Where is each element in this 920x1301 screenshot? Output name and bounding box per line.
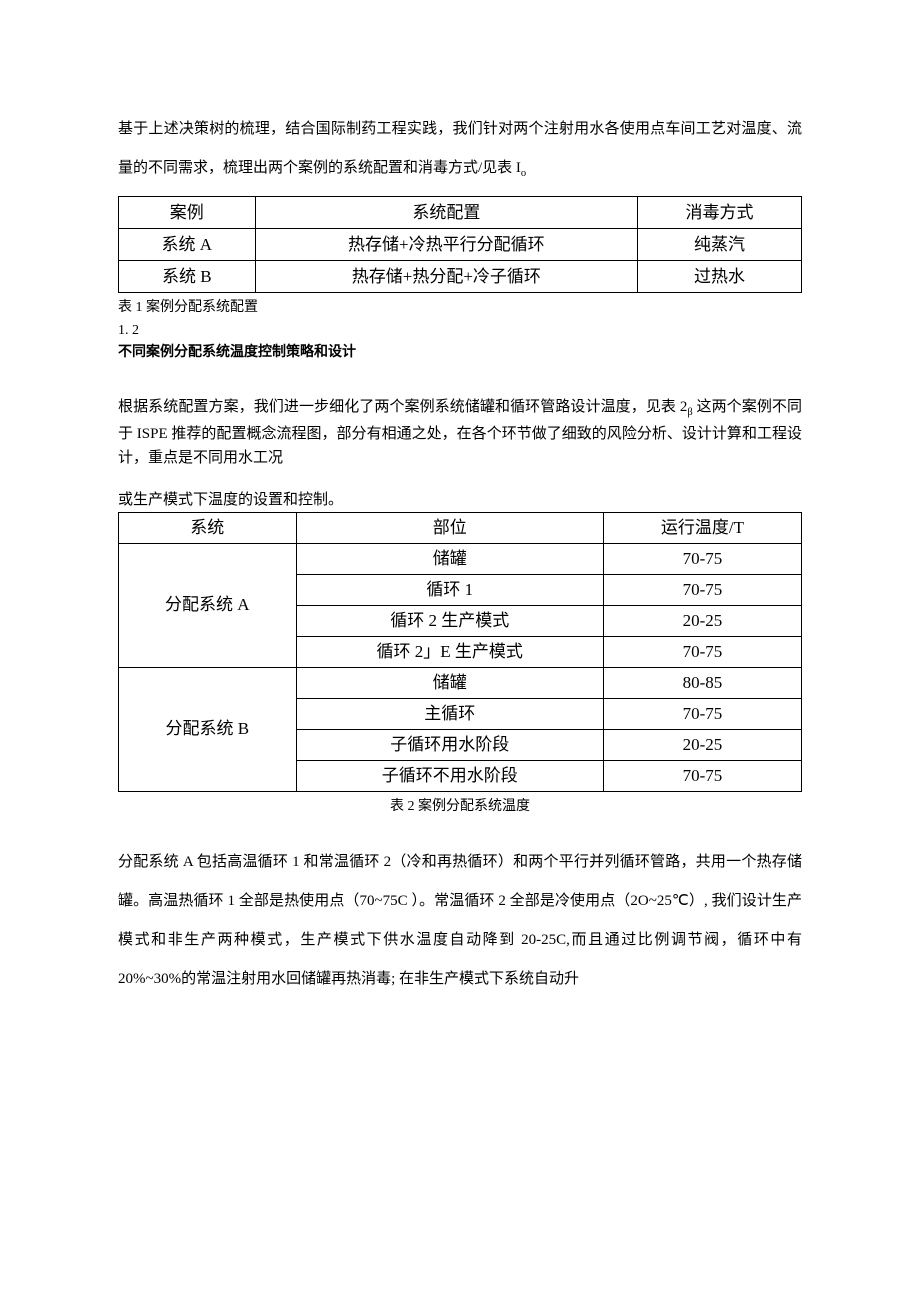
table-cell: 循环 1 <box>296 574 603 605</box>
table-header-cell: 部位 <box>296 512 603 543</box>
table-cell-group: 分配系统 A <box>119 543 297 667</box>
table-row: 系统 B 热存储+热分配+冷子循环 过热水 <box>119 261 802 293</box>
table-cell: 过热水 <box>638 261 802 293</box>
table-cell: 系统 B <box>119 261 256 293</box>
table-cell: 纯蒸汽 <box>638 229 802 261</box>
table-2-caption: 表 2 案例分配系统温度 <box>118 796 802 817</box>
table-header-cell: 系统 <box>119 512 297 543</box>
table-cell: 20-25 <box>603 729 801 760</box>
table-row: 案例 系统配置 消毒方式 <box>119 197 802 229</box>
intro-subscript: o <box>521 168 526 179</box>
table-cell: 循环 2 生产模式 <box>296 605 603 636</box>
paragraph-3: 分配系统 A 包括高温循环 1 和常温循环 2（冷和再热循环）和两个平行并列循环… <box>118 843 802 999</box>
table-header-cell: 案例 <box>119 197 256 229</box>
table-cell: 70-75 <box>603 543 801 574</box>
table-cell: 70-75 <box>603 636 801 667</box>
table-cell: 70-75 <box>603 574 801 605</box>
table-cell: 储罐 <box>296 667 603 698</box>
section-title: 不同案例分配系统温度控制策略和设计 <box>118 342 802 364</box>
table-row: 分配系统 B 储罐 80-85 <box>119 667 802 698</box>
table-row: 系统 部位 运行温度/T <box>119 512 802 543</box>
para2a-text: 根据系统配置方案，我们进一步细化了两个案例系统储罐和循环管路设计温度，见表 2 <box>118 399 687 415</box>
table-cell: 循环 2」E 生产模式 <box>296 636 603 667</box>
section-number: 1. 2 <box>118 320 802 342</box>
table-cell: 系统 A <box>119 229 256 261</box>
table-cell: 储罐 <box>296 543 603 574</box>
table-cell: 子循环用水阶段 <box>296 729 603 760</box>
table-cell: 70-75 <box>603 760 801 791</box>
table-1: 案例 系统配置 消毒方式 系统 A 热存储+冷热平行分配循环 纯蒸汽 系统 B … <box>118 196 802 293</box>
table-row: 系统 A 热存储+冷热平行分配循环 纯蒸汽 <box>119 229 802 261</box>
table-header-cell: 消毒方式 <box>638 197 802 229</box>
table-cell: 70-75 <box>603 698 801 729</box>
table-header-cell: 系统配置 <box>255 197 637 229</box>
table-cell: 主循环 <box>296 698 603 729</box>
intro-paragraph: 基于上述决策树的梳理，结合国际制药工程实践，我们针对两个注射用水各使用点车间工艺… <box>118 110 802 188</box>
paragraph-2a: 根据系统配置方案，我们进一步细化了两个案例系统储罐和循环管路设计温度，见表 2β… <box>118 395 802 470</box>
table-cell: 20-25 <box>603 605 801 636</box>
table-1-caption: 表 1 案例分配系统配置 <box>118 297 802 318</box>
intro-text: 基于上述决策树的梳理，结合国际制药工程实践，我们针对两个注射用水各使用点车间工艺… <box>118 121 802 176</box>
paragraph-2c: 或生产模式下温度的设置和控制。 <box>118 488 802 512</box>
table-cell: 热存储+冷热平行分配循环 <box>255 229 637 261</box>
table-cell: 热存储+热分配+冷子循环 <box>255 261 637 293</box>
table-cell-group: 分配系统 B <box>119 667 297 791</box>
table-cell: 80-85 <box>603 667 801 698</box>
table-row: 分配系统 A 储罐 70-75 <box>119 543 802 574</box>
table-header-cell: 运行温度/T <box>603 512 801 543</box>
table-2: 系统 部位 运行温度/T 分配系统 A 储罐 70-75 循环 1 70-75 … <box>118 512 802 792</box>
table-cell: 子循环不用水阶段 <box>296 760 603 791</box>
